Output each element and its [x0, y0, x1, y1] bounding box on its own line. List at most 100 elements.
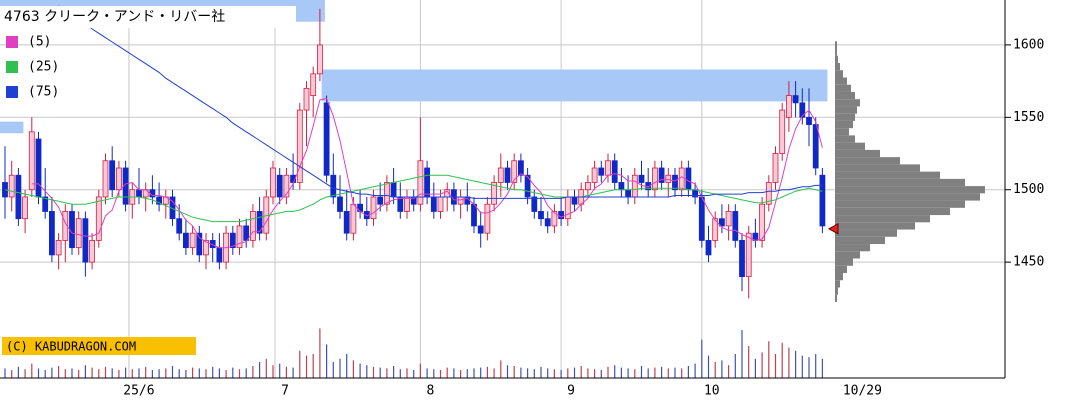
candle-body	[316, 44, 323, 75]
candle-body	[524, 174, 531, 198]
x-tick-label: 10	[704, 384, 720, 399]
candle-body	[531, 196, 538, 212]
candle-body	[518, 160, 524, 176]
candle-body	[792, 95, 799, 104]
candle-body	[672, 174, 678, 191]
legend-label: (5)	[28, 35, 51, 50]
volume-profile-bar	[835, 265, 847, 273]
volume-profile-bar	[835, 157, 900, 165]
candle-body	[437, 196, 444, 212]
volume-profile-bar	[835, 120, 853, 129]
candle-body	[350, 203, 357, 234]
candle-body	[457, 196, 464, 205]
volume-profile-bar	[835, 70, 843, 78]
candle-body	[625, 189, 631, 198]
candle-body	[296, 109, 303, 183]
volume-profile-bar	[835, 273, 843, 281]
candle-body	[249, 211, 256, 241]
candle-body	[390, 182, 397, 198]
candle-body	[511, 160, 518, 183]
candle-body	[404, 196, 410, 212]
candle-body	[806, 116, 812, 125]
x-tick-label: 25/6	[123, 384, 154, 399]
chart-title: 4763 クリーク・アンド・リバー社	[4, 9, 225, 25]
candle-body	[605, 160, 611, 176]
volume-profile-bar	[835, 193, 980, 201]
title-bg	[0, 6, 296, 28]
volume-profile-bar	[835, 106, 857, 114]
x-tick-label: 8	[426, 384, 434, 399]
candle-body	[705, 240, 712, 256]
volume-profile-bar	[835, 186, 985, 194]
volume-profile-bar	[835, 41, 837, 49]
candle-body	[732, 211, 739, 241]
candle-body	[471, 203, 477, 227]
volume-profile-bar	[835, 178, 965, 187]
legend-swatch	[6, 36, 18, 48]
y-tick-label: 1550	[1013, 110, 1044, 125]
candle-body	[712, 218, 719, 241]
candle-body	[136, 189, 142, 198]
candle-body	[591, 167, 598, 183]
candle-body	[745, 232, 752, 278]
price-zone	[0, 121, 24, 134]
volume-profile-bar	[835, 128, 849, 136]
candle-body	[229, 232, 236, 249]
volume-profile-bar	[835, 229, 897, 237]
candle-body	[585, 182, 591, 191]
candle-body	[759, 203, 765, 241]
volume-profile-bar	[835, 287, 838, 295]
candle-body	[357, 203, 364, 212]
x-last-date-label: 10/29	[843, 384, 882, 399]
candle-body	[491, 182, 498, 205]
candle-body	[618, 182, 625, 191]
copyright: (C) KABUDRAGON.COM	[6, 340, 136, 354]
x-tick-label: 9	[567, 384, 575, 399]
price-zone	[321, 69, 828, 102]
candle-body	[377, 196, 384, 205]
volume-profile-bar	[835, 164, 920, 172]
candle-body	[116, 167, 122, 191]
candle-body	[484, 203, 491, 234]
candle-body	[779, 109, 786, 154]
candle-body	[95, 196, 102, 241]
ma-line	[4, 174, 823, 223]
volume-profile-bar	[835, 171, 940, 179]
candle-body	[551, 211, 558, 227]
candle-body	[598, 167, 605, 176]
candle-body	[109, 160, 116, 191]
candle-body	[182, 232, 189, 249]
ma-line	[31, 97, 823, 249]
candle-body	[243, 225, 250, 241]
candle-body	[270, 167, 276, 198]
candle-body	[611, 160, 618, 183]
candle-body	[189, 232, 196, 249]
candle-body	[89, 240, 95, 263]
candle-body	[698, 196, 705, 241]
candle-body	[370, 196, 377, 220]
candle-body	[819, 174, 826, 227]
candle-body	[658, 167, 665, 183]
candle-body	[538, 211, 544, 220]
candle-body	[631, 174, 638, 198]
candle-body	[82, 218, 89, 263]
candle-body	[544, 218, 551, 227]
legend-swatch	[6, 61, 18, 73]
candle-body	[719, 218, 725, 227]
candle-body	[236, 225, 243, 249]
candle-body	[176, 218, 183, 234]
candle-body	[276, 174, 283, 198]
candle-body	[477, 225, 484, 234]
candle-body	[685, 167, 692, 191]
candle-body	[15, 174, 22, 220]
candle-body	[725, 211, 732, 227]
volume-profile-bar	[835, 142, 865, 150]
volume-profile-bar	[835, 236, 885, 245]
volume-profile-bar	[835, 84, 851, 92]
candle-body	[310, 73, 317, 96]
x-tick-label: 7	[281, 384, 289, 399]
volume-profile-bar	[835, 222, 915, 230]
y-tick-label: 1450	[1013, 255, 1044, 270]
candle-body	[28, 131, 35, 191]
